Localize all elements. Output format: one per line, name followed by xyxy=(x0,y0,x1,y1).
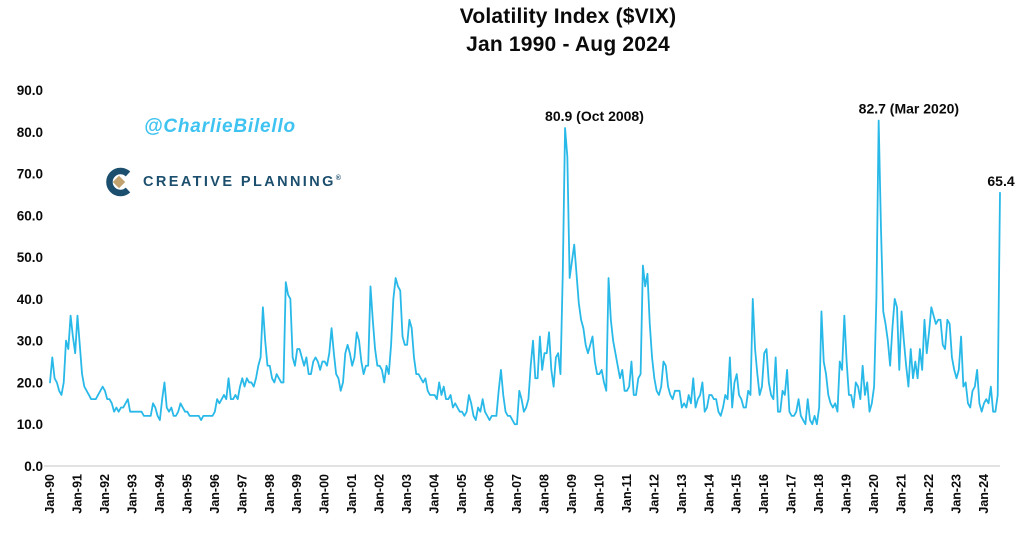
x-tick-label: Jan-19 xyxy=(840,474,854,514)
x-tick-label: Jan-09 xyxy=(565,474,579,514)
brand-logo: CREATIVE PLANNING® xyxy=(104,167,341,197)
y-tick-label: 60.0 xyxy=(17,208,43,223)
x-tick-label: Jan-00 xyxy=(318,474,332,514)
x-tick-label: Jan-11 xyxy=(620,474,634,513)
x-tick-label: Jan-92 xyxy=(98,474,112,514)
x-tick-label: Jan-94 xyxy=(153,474,167,514)
x-tick-label: Jan-03 xyxy=(400,474,414,514)
x-tick-label: Jan-01 xyxy=(345,474,359,514)
x-tick-label: Jan-93 xyxy=(125,474,139,514)
y-tick-label: 0.0 xyxy=(24,459,43,474)
x-tick-label: Jan-12 xyxy=(647,474,661,514)
y-tick-label: 40.0 xyxy=(17,292,43,307)
x-tick-label: Jan-04 xyxy=(428,474,442,514)
annotations: 80.9 (Oct 2008) 82.7 (Mar 2020) 65.4 xyxy=(545,100,1015,188)
x-tick-label: Jan-18 xyxy=(812,474,826,514)
x-tick-label: Jan-07 xyxy=(510,474,524,514)
vix-series-line xyxy=(49,119,1001,426)
x-tick-label: Jan-17 xyxy=(785,474,799,514)
watermark-handle: @CharlieBilello xyxy=(144,116,296,137)
peak-annotation: 80.9 (Oct 2008) xyxy=(545,108,644,124)
x-tick-label: Jan-22 xyxy=(922,474,936,514)
x-tick-label: Jan-90 xyxy=(43,474,57,514)
y-tick-label: 90.0 xyxy=(17,83,43,98)
x-tick-label: Jan-14 xyxy=(702,474,716,514)
chart-title: Volatility Index ($VIX) xyxy=(459,5,677,28)
peak-annotation: 82.7 (Mar 2020) xyxy=(859,100,959,116)
chart-subtitle: Jan 1990 - Aug 2024 xyxy=(466,33,670,56)
x-tick-label: Jan-95 xyxy=(180,474,194,514)
x-tick-label: Jan-16 xyxy=(757,474,771,514)
x-tick-label: Jan-10 xyxy=(592,474,606,514)
x-tick-label: Jan-15 xyxy=(730,474,744,514)
registered-trademark-mark: ® xyxy=(335,175,341,183)
y-tick-label: 80.0 xyxy=(17,125,43,140)
y-axis-labels: 90.0 80.0 70.0 60.0 50.0 40.0 30.0 20.0 10.0 0.0 xyxy=(17,83,43,474)
x-axis-labels: Jan-90 Jan-91 Jan-92 Jan-93 Jan-94 Jan-95 Jan-… xyxy=(43,474,991,514)
x-tick-label: Jan-96 xyxy=(208,474,222,514)
x-tick-label: Jan-24 xyxy=(977,474,991,514)
x-tick-label: Jan-20 xyxy=(867,474,881,514)
creative-planning-icon xyxy=(106,167,131,197)
x-tick-label: Jan-21 xyxy=(895,474,909,514)
x-tick-label: Jan-99 xyxy=(290,474,304,514)
x-tick-label: Jan-23 xyxy=(950,474,964,514)
brand-name: CREATIVE PLANNING® xyxy=(143,174,341,190)
x-tick-label: Jan-97 xyxy=(235,474,249,514)
x-tick-label: Jan-02 xyxy=(373,474,387,514)
y-tick-label: 30.0 xyxy=(17,334,43,349)
peak-annotation: 65.4 xyxy=(987,173,1014,189)
y-tick-label: 20.0 xyxy=(17,375,43,390)
y-tick-label: 10.0 xyxy=(17,417,43,432)
y-tick-label: 50.0 xyxy=(17,250,43,265)
y-tick-label: 70.0 xyxy=(17,167,43,182)
x-tick-label: Jan-98 xyxy=(263,474,277,514)
x-tick-label: Jan-05 xyxy=(455,474,469,514)
x-tick-label: Jan-08 xyxy=(537,474,551,514)
x-tick-label: Jan-13 xyxy=(675,474,689,514)
x-tick-label: Jan-91 xyxy=(70,474,84,514)
x-tick-label: Jan-06 xyxy=(483,474,497,514)
